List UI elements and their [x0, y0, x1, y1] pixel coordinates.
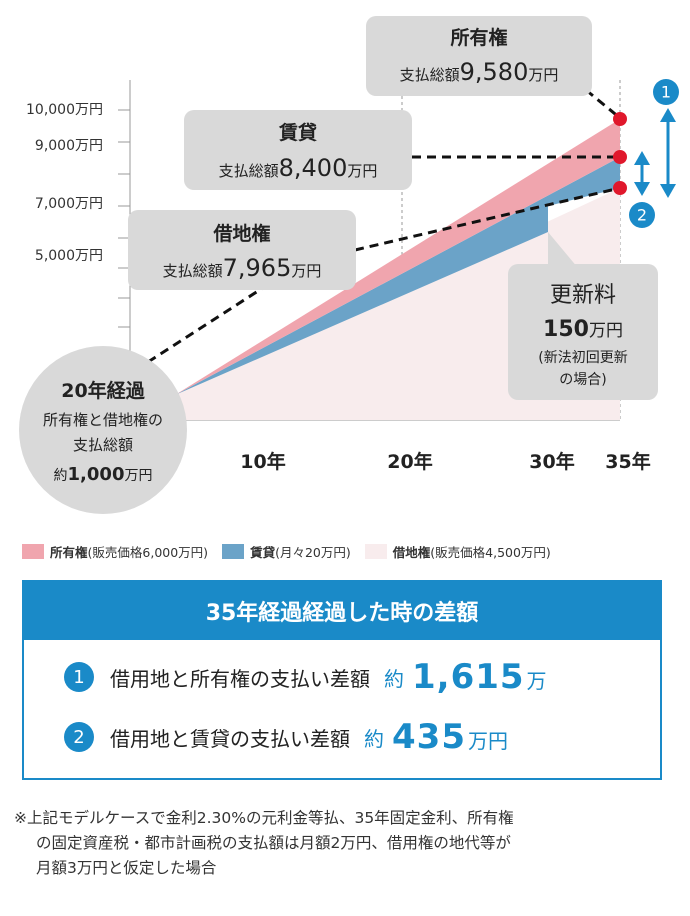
y-tick-label: 7,000万円 [35, 196, 103, 212]
twenty-year-line1: 所有権と借地権の [43, 411, 163, 429]
leasehold-endpoint-marker [613, 181, 627, 195]
difference-label: 借用地と賃貸の支払い差額 [110, 726, 350, 751]
legend-label-leasehold: 借地権 [392, 544, 431, 560]
x-tick-label: 20年 [387, 450, 432, 473]
marker-1-label: 1 [661, 83, 671, 102]
renewal-callout-box [508, 264, 658, 400]
marker-2-badge [629, 202, 655, 228]
footnote-line: 月額3万円と仮定した場合 [36, 858, 217, 877]
chart-legend: 所有権(販売価格6,000万円) 賃貸(月々20万円) 借地権(販売価格4,50… [22, 538, 680, 564]
rental-callout-title: 賃貸 [278, 121, 317, 144]
leasehold-callout-title: 借地権 [212, 222, 270, 245]
twenty-year-title: 20年経過 [61, 379, 145, 402]
y-tick-label: 5,000万円 [35, 248, 103, 264]
owner-callout-box [366, 16, 592, 96]
y-tick-marks [118, 109, 130, 328]
difference-row-owner: 1 借用地と所有権の支払い差額 約 1,615 万 [64, 652, 640, 702]
footnote: ※上記モデルケースで金利2.30%の元利金等払、35年固定金利、所有権 の固定資… [14, 806, 674, 880]
twenty-year-line2: 支払総額 [73, 436, 133, 454]
footnote-line: ※上記モデルケースで金利2.30%の元利金等払、35年固定金利、所有権 [14, 809, 514, 827]
legend-item-owner: 所有権(販売価格6,000万円) [22, 542, 208, 561]
difference-row-rental: 2 借用地と賃貸の支払い差額 約 435 万円 [64, 712, 640, 762]
difference-arrow-1 [660, 108, 676, 198]
payment-comparison-chart: 10,000万円 9,000万円 7,000万円 5,000万円 10年 20年… [19, 16, 679, 514]
legend-swatch-leasehold [364, 543, 387, 559]
legend-swatch-owner [22, 543, 44, 559]
legend-detail-leasehold: (販売価格4,500万円) [430, 544, 551, 560]
difference-label: 借用地と所有権の支払い差額 [110, 666, 370, 691]
legend-detail-owner: (販売価格6,000万円) [87, 544, 209, 560]
renewal-callout-title: 更新料 [550, 283, 616, 308]
difference-arrow-2 [634, 151, 650, 196]
x-tick-label: 30年 [529, 450, 574, 473]
rental-callout-box [184, 110, 412, 190]
renewal-callout-pointer [548, 232, 578, 268]
twenty-year-callout [19, 346, 187, 514]
rental-callout-total: 支払総額8,400万円 [219, 154, 378, 182]
renewal-callout-note: (新法初回更新 [538, 349, 627, 366]
legend-swatch-rental [222, 543, 245, 559]
difference-unit: 万 [526, 669, 547, 693]
legend-label-rental: 賃貸 [250, 544, 276, 560]
leasehold-callout-box [128, 210, 356, 290]
y-tick-label: 9,000万円 [35, 138, 103, 154]
difference-summary-title: 35年経過経過した時の差額 [24, 582, 660, 640]
leader-lines [147, 88, 621, 364]
footnote-line: の固定資産税・都市計画税の支払額は月額2万円、借用権の地代等が [36, 833, 511, 852]
x-tick-label: 10年 [240, 450, 285, 473]
difference-approx: 約 [364, 726, 384, 751]
difference-approx: 約 [384, 666, 404, 691]
marker-1-badge [653, 79, 679, 105]
y-tick-label: 10,000万円 [26, 102, 103, 118]
x-tick-label: 35年 [605, 450, 650, 473]
owner-callout-title: 所有権 [450, 26, 507, 49]
twenty-year-total: 約1,000万円 [54, 464, 153, 485]
difference-number-badge: 1 [64, 662, 94, 692]
marker-2-label: 2 [637, 206, 647, 225]
owner-endpoint-marker [613, 112, 627, 126]
owner-area [175, 119, 620, 395]
difference-unit: 万円 [467, 729, 508, 753]
rental-endpoint-marker [613, 150, 627, 164]
difference-summary-box: 35年経過経過した時の差額 1 借用地と所有権の支払い差額 約 1,615 万 … [22, 580, 662, 780]
legend-label-owner: 所有権 [50, 544, 88, 560]
renewal-callout-amount: 150万円 [543, 317, 623, 342]
renewal-callout-note: の場合) [559, 372, 606, 388]
leasehold-callout-total: 支払総額7,965万円 [163, 254, 322, 282]
legend-detail-rental: (月々20万円) [275, 544, 351, 560]
difference-amount: 435 [392, 717, 466, 757]
legend-item-leasehold: 借地権(販売価格4,500万円) [364, 542, 551, 561]
difference-amount: 1,615 [412, 657, 525, 697]
legend-item-rental: 賃貸(月々20万円) [222, 542, 351, 561]
owner-callout-total: 支払総額9,580万円 [400, 58, 559, 86]
difference-number-badge: 2 [64, 722, 94, 752]
